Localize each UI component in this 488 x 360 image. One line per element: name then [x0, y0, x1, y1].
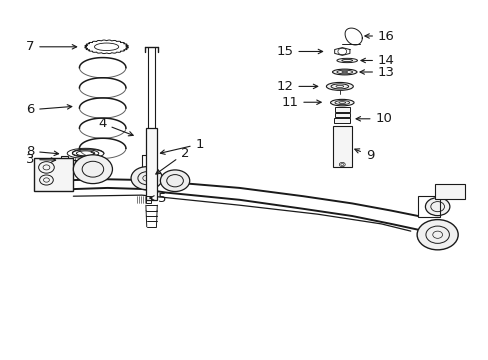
Bar: [334, 113, 349, 117]
Text: 6: 6: [26, 103, 72, 116]
Text: 11: 11: [281, 96, 321, 109]
Bar: [332, 126, 351, 167]
Text: 9: 9: [354, 149, 373, 162]
Bar: [61, 156, 68, 165]
Bar: [334, 107, 349, 112]
Text: 5: 5: [149, 192, 166, 204]
Text: 3: 3: [26, 153, 56, 166]
Ellipse shape: [330, 99, 353, 106]
Text: 13: 13: [359, 66, 394, 78]
Text: 12: 12: [276, 80, 317, 93]
Text: 4: 4: [98, 117, 133, 136]
Ellipse shape: [332, 69, 356, 75]
Circle shape: [73, 155, 112, 184]
Text: 10: 10: [355, 112, 392, 125]
Bar: [145, 196, 150, 203]
Circle shape: [425, 198, 449, 216]
Bar: [34, 158, 73, 191]
Text: 2: 2: [156, 147, 189, 174]
Ellipse shape: [336, 58, 357, 63]
Text: 16: 16: [364, 30, 394, 42]
Bar: [417, 196, 439, 217]
Bar: [434, 184, 464, 199]
Circle shape: [131, 167, 162, 190]
Bar: [146, 128, 157, 200]
Text: 1: 1: [160, 138, 203, 154]
Ellipse shape: [326, 82, 352, 90]
Text: 14: 14: [360, 54, 394, 67]
Text: 15: 15: [276, 45, 322, 58]
Circle shape: [416, 220, 457, 250]
Text: 7: 7: [26, 40, 77, 53]
Text: 8: 8: [26, 145, 59, 158]
Circle shape: [160, 170, 189, 192]
Bar: [334, 118, 349, 123]
